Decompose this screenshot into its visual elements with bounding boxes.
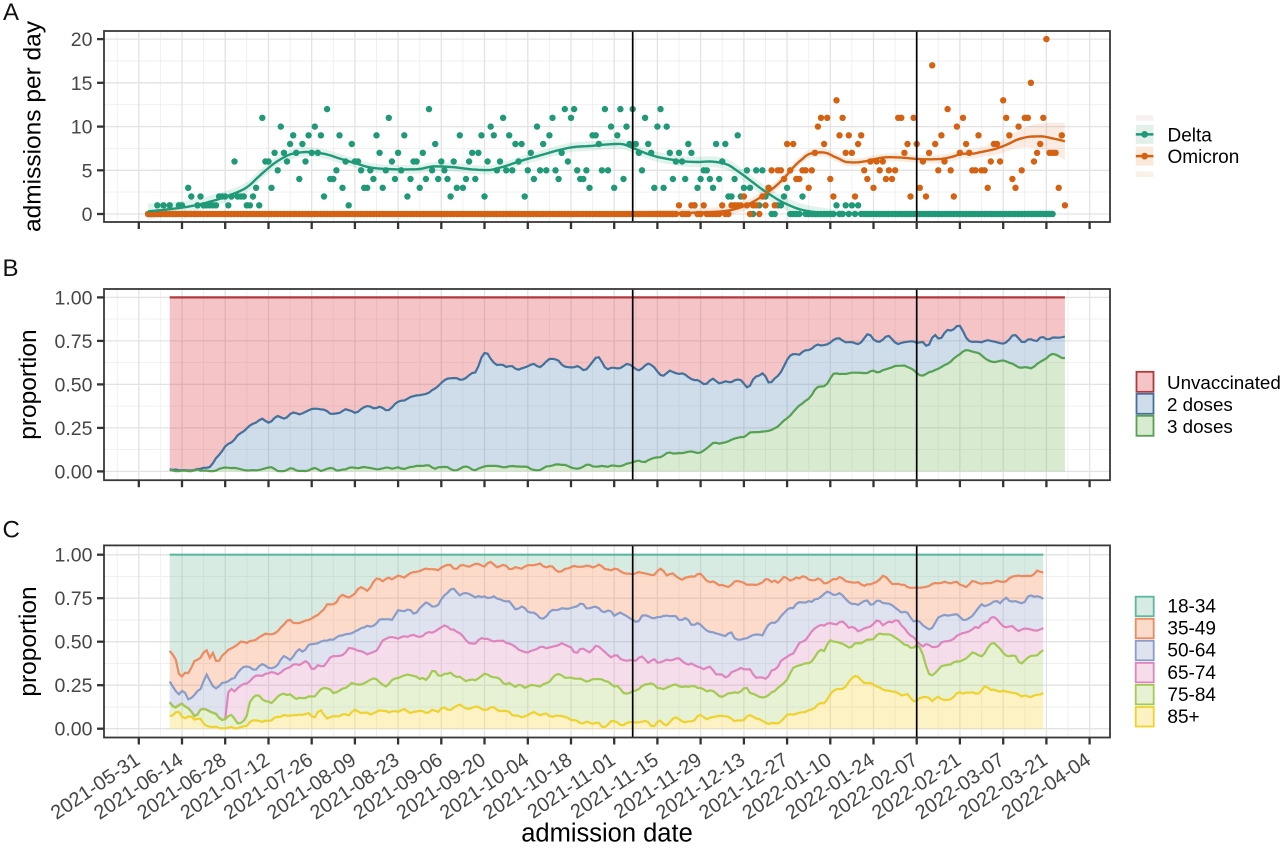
svg-text:0.25: 0.25 xyxy=(55,675,93,697)
svg-text:A: A xyxy=(3,0,19,26)
svg-text:0.00: 0.00 xyxy=(55,461,93,483)
svg-text:5: 5 xyxy=(82,160,93,182)
svg-text:2 doses: 2 doses xyxy=(1167,394,1233,415)
svg-text:65-74: 65-74 xyxy=(1167,663,1216,684)
svg-text:18-34: 18-34 xyxy=(1167,597,1216,618)
svg-text:proportion: proportion xyxy=(15,586,42,696)
svg-text:20: 20 xyxy=(71,29,93,51)
svg-text:C: C xyxy=(3,517,20,544)
svg-text:0.25: 0.25 xyxy=(55,418,93,440)
svg-text:15: 15 xyxy=(71,73,93,95)
svg-text:admissions per day: admissions per day xyxy=(20,20,47,232)
svg-text:Omicron: Omicron xyxy=(1168,147,1240,168)
svg-text:1.00: 1.00 xyxy=(55,287,93,309)
svg-text:Unvaccinated: Unvaccinated xyxy=(1167,372,1280,393)
svg-text:0.50: 0.50 xyxy=(55,632,93,654)
svg-text:0.50: 0.50 xyxy=(55,374,93,396)
svg-text:75-84: 75-84 xyxy=(1167,685,1216,706)
svg-text:50-64: 50-64 xyxy=(1167,641,1216,662)
svg-text:B: B xyxy=(3,255,19,282)
svg-text:Delta: Delta xyxy=(1168,125,1213,146)
svg-text:0.75: 0.75 xyxy=(55,588,93,610)
svg-text:10: 10 xyxy=(71,117,93,139)
svg-text:0: 0 xyxy=(82,204,93,226)
svg-text:admission date: admission date xyxy=(521,820,693,845)
svg-text:85+: 85+ xyxy=(1167,707,1199,728)
svg-text:proportion: proportion xyxy=(15,329,42,439)
svg-text:1.00: 1.00 xyxy=(55,545,93,567)
svg-text:3 doses: 3 doses xyxy=(1167,416,1233,437)
svg-text:0.00: 0.00 xyxy=(55,719,93,741)
svg-text:0.75: 0.75 xyxy=(55,331,93,353)
svg-text:35-49: 35-49 xyxy=(1167,619,1216,640)
